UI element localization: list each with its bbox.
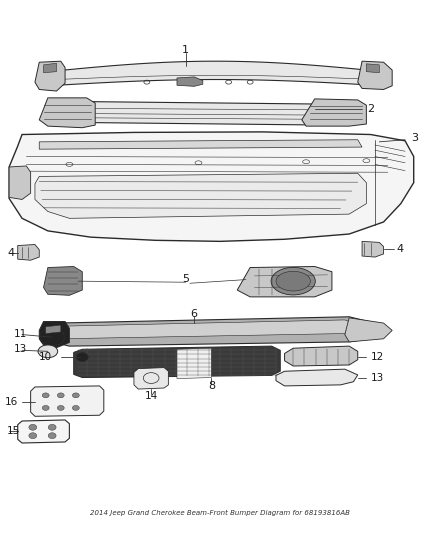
Polygon shape — [35, 61, 65, 91]
Ellipse shape — [271, 268, 315, 295]
Polygon shape — [39, 98, 95, 128]
Text: 10: 10 — [39, 352, 52, 362]
Polygon shape — [366, 64, 379, 72]
Text: 11: 11 — [14, 328, 27, 338]
Text: 8: 8 — [208, 381, 215, 391]
Text: 1: 1 — [182, 45, 189, 55]
Text: 4: 4 — [396, 244, 403, 254]
Polygon shape — [362, 241, 384, 257]
Polygon shape — [345, 318, 392, 342]
Ellipse shape — [72, 406, 79, 410]
Ellipse shape — [29, 433, 37, 439]
Text: 13: 13 — [14, 344, 27, 354]
Ellipse shape — [76, 353, 88, 361]
Polygon shape — [43, 317, 384, 346]
Polygon shape — [134, 368, 168, 389]
Ellipse shape — [57, 406, 64, 410]
Text: 4: 4 — [7, 248, 14, 258]
Polygon shape — [276, 369, 358, 386]
Ellipse shape — [48, 424, 56, 430]
Polygon shape — [31, 386, 104, 416]
Polygon shape — [18, 420, 69, 443]
Polygon shape — [52, 320, 366, 339]
Polygon shape — [237, 266, 332, 297]
Polygon shape — [43, 63, 57, 72]
Ellipse shape — [40, 328, 64, 346]
Polygon shape — [358, 61, 392, 90]
Ellipse shape — [48, 433, 56, 439]
Polygon shape — [39, 321, 69, 348]
Text: 5: 5 — [182, 273, 189, 284]
Polygon shape — [48, 61, 384, 86]
Text: 16: 16 — [4, 397, 18, 407]
Polygon shape — [302, 99, 366, 126]
Polygon shape — [35, 173, 366, 219]
Polygon shape — [9, 166, 31, 199]
Polygon shape — [177, 77, 203, 86]
Text: 12: 12 — [371, 352, 384, 361]
Ellipse shape — [38, 345, 58, 358]
Polygon shape — [74, 346, 280, 377]
Text: 2014 Jeep Grand Cherokee Beam-Front Bumper Diagram for 68193816AB: 2014 Jeep Grand Cherokee Beam-Front Bump… — [90, 510, 350, 516]
Text: 13: 13 — [371, 373, 384, 383]
Text: 15: 15 — [7, 426, 20, 437]
Polygon shape — [46, 325, 61, 334]
Ellipse shape — [29, 424, 37, 430]
Ellipse shape — [42, 406, 49, 410]
Polygon shape — [78, 101, 328, 125]
Text: 3: 3 — [412, 133, 419, 143]
Ellipse shape — [276, 271, 311, 291]
Polygon shape — [285, 346, 358, 366]
Polygon shape — [39, 140, 362, 149]
Ellipse shape — [42, 393, 49, 398]
Ellipse shape — [57, 393, 64, 398]
Text: 14: 14 — [145, 391, 158, 401]
Polygon shape — [43, 266, 82, 295]
Text: 2: 2 — [367, 104, 374, 115]
Polygon shape — [177, 348, 212, 378]
Text: 6: 6 — [191, 309, 198, 319]
Polygon shape — [18, 245, 39, 260]
Ellipse shape — [72, 393, 79, 398]
Polygon shape — [9, 132, 414, 241]
